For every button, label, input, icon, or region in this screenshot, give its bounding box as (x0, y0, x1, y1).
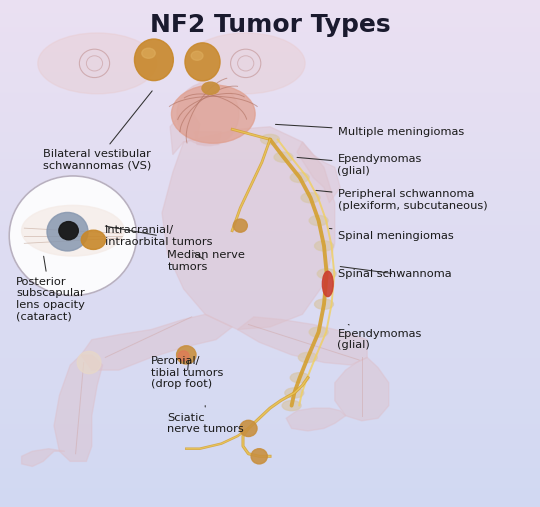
Ellipse shape (202, 82, 219, 94)
Ellipse shape (22, 205, 124, 256)
Polygon shape (286, 408, 346, 431)
Circle shape (233, 219, 247, 232)
Ellipse shape (285, 388, 303, 398)
Ellipse shape (309, 215, 328, 226)
Text: Median nerve
tumors: Median nerve tumors (167, 250, 245, 272)
Circle shape (9, 176, 137, 296)
Text: Spinal schwannoma: Spinal schwannoma (338, 267, 451, 279)
Circle shape (177, 346, 196, 364)
Circle shape (178, 351, 189, 361)
Ellipse shape (177, 82, 239, 146)
Ellipse shape (301, 193, 320, 203)
Text: Bilateral vestibular
schwannomas (VS): Bilateral vestibular schwannomas (VS) (43, 91, 152, 170)
Text: Intracranial/
intraorbital tumors: Intracranial/ intraorbital tumors (105, 225, 213, 246)
Circle shape (47, 212, 88, 251)
Ellipse shape (314, 241, 334, 251)
Text: Ependymomas
(glial): Ependymomas (glial) (338, 324, 422, 350)
Polygon shape (81, 314, 232, 370)
Polygon shape (162, 127, 335, 330)
Polygon shape (335, 357, 389, 421)
Polygon shape (194, 132, 221, 144)
Ellipse shape (274, 152, 293, 162)
Ellipse shape (309, 327, 328, 337)
Text: Posterior
subscapular
lens opacity
(cataract): Posterior subscapular lens opacity (cata… (16, 256, 85, 321)
Ellipse shape (134, 39, 173, 81)
Text: Sciatic
nerve tumors: Sciatic nerve tumors (167, 406, 244, 434)
Text: Peronial/
tibial tumors
(drop foot): Peronial/ tibial tumors (drop foot) (151, 356, 224, 389)
Circle shape (240, 420, 257, 437)
Ellipse shape (322, 271, 333, 297)
Circle shape (77, 351, 101, 374)
Ellipse shape (261, 134, 280, 144)
Ellipse shape (282, 401, 301, 411)
Ellipse shape (185, 43, 220, 81)
Ellipse shape (291, 373, 309, 383)
Ellipse shape (186, 33, 305, 94)
Text: Spinal meningiomas: Spinal meningiomas (329, 229, 453, 241)
Ellipse shape (81, 230, 106, 249)
Ellipse shape (298, 352, 317, 363)
Polygon shape (22, 449, 65, 466)
Ellipse shape (38, 33, 157, 94)
Circle shape (251, 449, 267, 464)
Polygon shape (170, 112, 200, 155)
Ellipse shape (318, 269, 336, 279)
Text: NF2 Tumor Types: NF2 Tumor Types (150, 13, 390, 37)
Ellipse shape (314, 299, 334, 309)
Text: Multiple meningiomas: Multiple meningiomas (275, 124, 464, 137)
Ellipse shape (141, 48, 156, 58)
Ellipse shape (191, 51, 203, 60)
Text: Peripheral schwannoma
(plexiform, subcutaneous): Peripheral schwannoma (plexiform, subcut… (316, 190, 487, 211)
Text: Ependymomas
(glial): Ependymomas (glial) (297, 154, 422, 175)
Polygon shape (238, 317, 367, 365)
Ellipse shape (172, 85, 255, 143)
Polygon shape (54, 355, 103, 461)
Ellipse shape (291, 172, 309, 183)
Polygon shape (297, 142, 340, 203)
Circle shape (59, 222, 78, 240)
